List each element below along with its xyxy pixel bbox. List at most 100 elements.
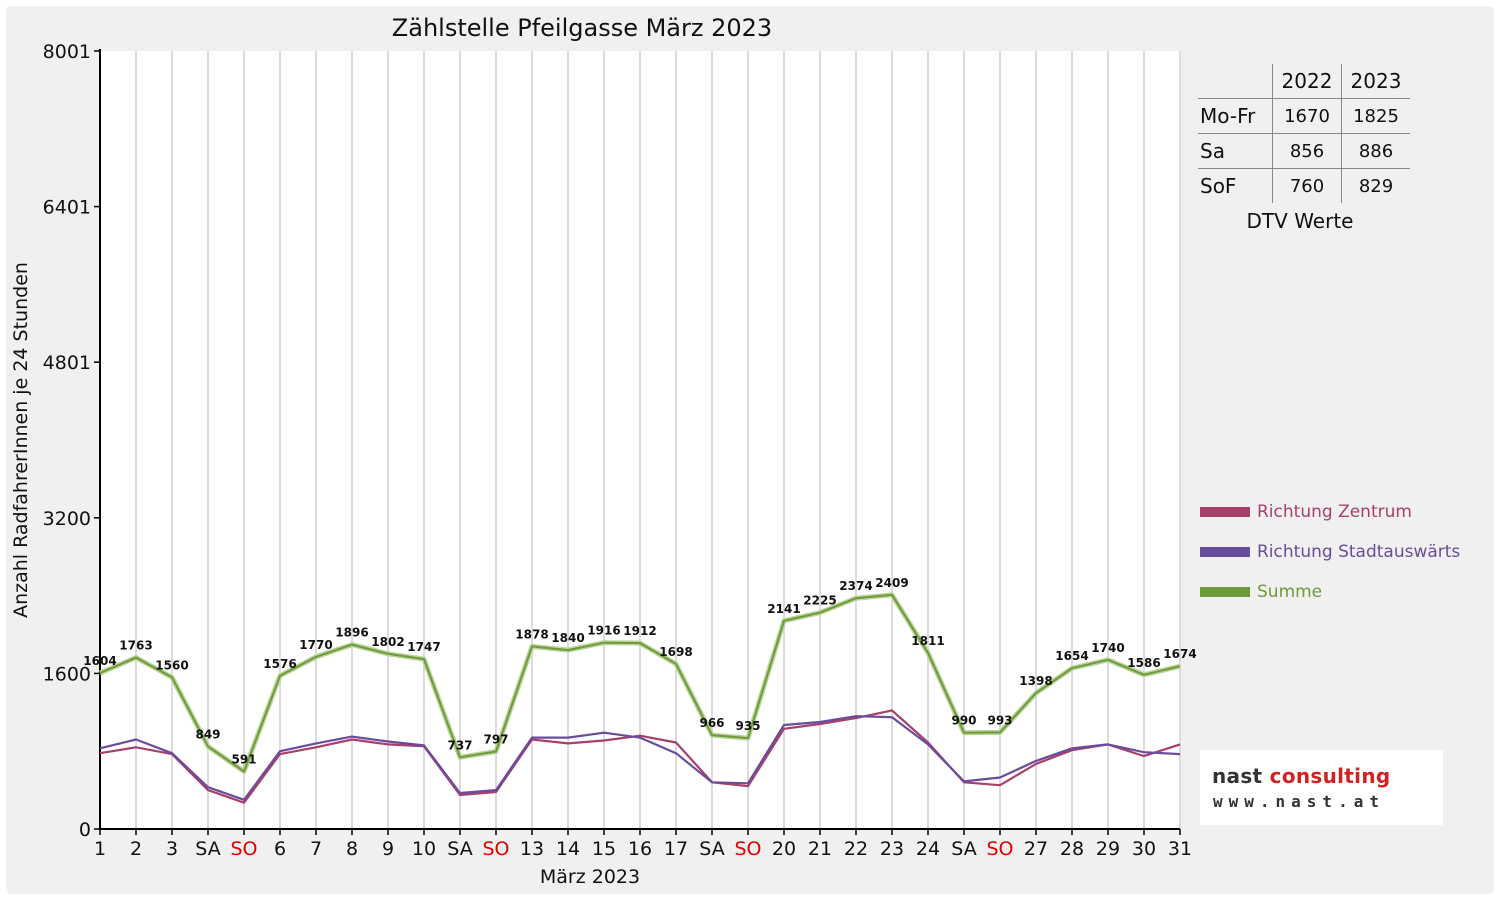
dtv-row-label: Sa (1198, 133, 1273, 169)
legend-label-summe: Summe (1257, 582, 1323, 602)
x-tick-label: 7 (310, 838, 322, 860)
data-label: 2409 (875, 576, 908, 590)
legend-label-zentrum: Richtung Zentrum (1257, 502, 1412, 522)
data-label: 1770 (299, 638, 332, 652)
y-tick-label: 4801 (43, 352, 91, 374)
x-tick-label: 14 (556, 838, 580, 860)
data-label: 1916 (587, 624, 620, 638)
x-tick-label: 15 (592, 838, 616, 860)
dtv-cell-2023: 1825 (1341, 98, 1410, 134)
data-label: 1740 (1091, 641, 1124, 655)
logo-name-dark: nast (1212, 764, 1270, 788)
x-tick-label: SO (734, 838, 761, 860)
y-tick-label: 3200 (43, 508, 91, 530)
data-label: 1747 (407, 640, 440, 654)
data-label: 2141 (767, 602, 800, 616)
data-label: 1398 (1019, 674, 1052, 688)
data-label: 1912 (623, 624, 656, 638)
y-tick-label: 0 (79, 819, 91, 841)
data-label: 1811 (911, 634, 944, 648)
x-tick-label: 17 (664, 838, 688, 860)
legend-item-zentrum: Richtung Zentrum (1200, 492, 1460, 532)
x-tick-label: 21 (808, 838, 832, 860)
legend: Richtung Zentrum Richtung Stadtauswärts … (1200, 492, 1460, 612)
legend-swatch-zentrum (1200, 507, 1250, 517)
legend-swatch-summe (1200, 587, 1250, 597)
series-line-zentrum (99, 709, 1181, 804)
data-label: 993 (987, 713, 1012, 727)
data-label: 1840 (551, 631, 584, 645)
data-label: 1896 (335, 626, 368, 640)
data-label: 1576 (263, 657, 296, 671)
dtv-row-label: Mo-Fr (1198, 98, 1273, 134)
x-tick-label: 8 (346, 838, 358, 860)
series-line-summe (99, 593, 1181, 773)
x-tick-label: 30 (1132, 838, 1156, 860)
data-label: 1674 (1163, 647, 1196, 661)
dtv-row-label: SoF (1200, 174, 1237, 198)
dtv-cell-2022: 1670 (1272, 98, 1342, 134)
data-label: 1586 (1127, 656, 1160, 670)
legend-swatch-stadtauswaerts (1200, 547, 1250, 557)
x-tick-label: SA (195, 838, 220, 860)
y-tick-label: 8001 (43, 41, 91, 63)
dtv-header-2022: 2022 (1272, 64, 1342, 99)
data-label: 990 (951, 714, 976, 728)
data-label: 1802 (371, 635, 404, 649)
x-tick-label: 31 (1168, 838, 1192, 860)
data-label: 1763 (119, 639, 152, 653)
dtv-caption: DTV Werte (1246, 209, 1354, 233)
data-label: 935 (735, 719, 760, 733)
legend-label-stadtauswaerts: Richtung Stadtauswärts (1257, 542, 1461, 562)
x-tick-label: 20 (772, 838, 796, 860)
data-label: 1654 (1055, 649, 1088, 663)
dtv-table: 2022 2023 Mo-Fr 1670 1825 Sa 856 886 SoF… (1198, 64, 1410, 203)
y-axis-title: Anzahl RadfahrerInnen je 24 Stunden (10, 262, 32, 618)
dtv-cell-2023: 829 (1341, 168, 1410, 203)
x-tick-label: 28 (1060, 838, 1084, 860)
series-line-stadtauswaerts (99, 715, 1181, 801)
dtv-cell-2022: 856 (1272, 133, 1342, 169)
x-tick-label: SA (699, 838, 724, 860)
logo-name: nast consulting (1212, 764, 1390, 788)
x-tick-label: 24 (916, 838, 940, 860)
x-tick-label: 23 (880, 838, 904, 860)
x-tick-label: SA (951, 838, 976, 860)
data-label: 2374 (839, 579, 872, 593)
dtv-cell-2023: 886 (1341, 133, 1410, 169)
data-label: 737 (447, 738, 472, 752)
x-tick-label: 13 (520, 838, 544, 860)
y-tick-label: 6401 (43, 197, 91, 219)
chart-title: Zählstelle Pfeilgasse März 2023 (392, 14, 772, 42)
x-axis-title: März 2023 (540, 866, 640, 888)
data-label: 1604 (83, 654, 116, 668)
legend-item-stadtauswaerts: Richtung Stadtauswärts (1200, 532, 1460, 572)
data-label: 849 (195, 727, 220, 741)
x-tick-label: 10 (412, 838, 436, 860)
company-logo: nast consulting www.nast.at (1200, 750, 1443, 825)
dtv-corner (1198, 64, 1273, 99)
logo-url: www.nast.at (1213, 792, 1385, 811)
x-tick-label: 27 (1024, 838, 1048, 860)
y-tick-label: 1600 (43, 663, 91, 685)
x-tick-label: 2 (130, 838, 142, 860)
x-tick-label: SO (230, 838, 257, 860)
x-tick-label: SO (986, 838, 1013, 860)
x-tick-label: 3 (166, 838, 178, 860)
x-tick-label: 9 (382, 838, 394, 860)
data-label: 1560 (155, 658, 188, 672)
x-tick-label: 16 (628, 838, 652, 860)
x-tick-label: SA (447, 838, 472, 860)
data-label: 1878 (515, 627, 548, 641)
x-tick-label: 29 (1096, 838, 1120, 860)
data-label: 966 (699, 716, 724, 730)
data-label: 2225 (803, 594, 836, 608)
dtv-cell-2022: 760 (1272, 168, 1342, 203)
x-tick-label: SO (482, 838, 509, 860)
x-tick-label: 22 (844, 838, 868, 860)
data-label: 591 (231, 753, 256, 767)
data-label: 1698 (659, 645, 692, 659)
logo-name-red: consulting (1269, 764, 1391, 788)
legend-item-summe: Summe (1200, 572, 1460, 612)
